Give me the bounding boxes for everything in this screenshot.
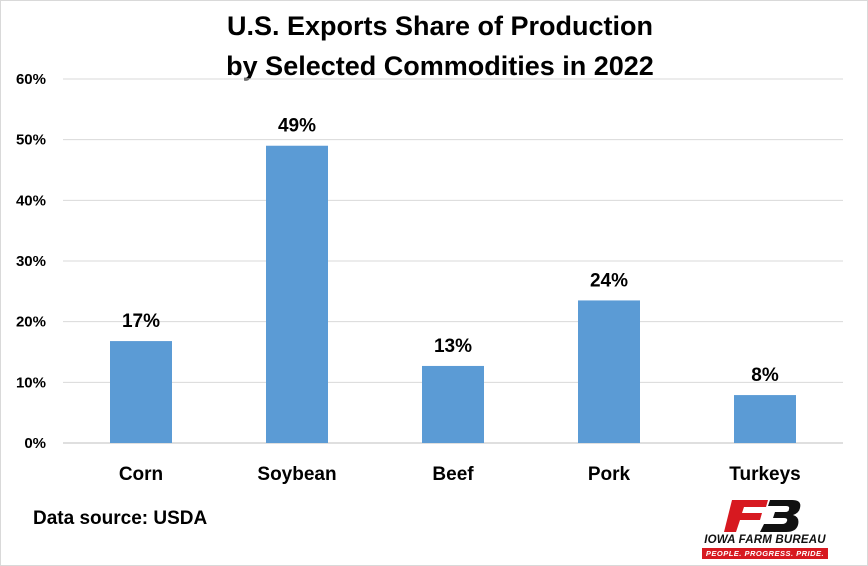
chart-title-line-2: by Selected Commodities in 2022 [226, 51, 654, 81]
logo-name: IOWA FARM BUREAU [704, 534, 826, 546]
bar [578, 300, 640, 443]
data-label: 49% [278, 116, 316, 137]
y-tick-label: 60% [16, 71, 46, 88]
x-tick-label: Soybean [257, 464, 336, 485]
x-tick-label: Turkeys [729, 464, 800, 485]
logo-tagline: PEOPLE. PROGRESS. PRIDE. [702, 548, 828, 559]
chart-title-line-1: U.S. Exports Share of Production [226, 11, 654, 41]
x-tick-label: Corn [119, 464, 163, 485]
data-source-note: Data source: USDA [33, 508, 208, 529]
y-tick-label: 20% [16, 314, 46, 331]
chart-title: U.S. Exports Share of Production by Sele… [160, 6, 720, 86]
bar [110, 341, 172, 443]
data-label: 13% [434, 336, 472, 357]
bar [422, 365, 484, 443]
fb-logo-icon [724, 500, 801, 532]
bar [734, 395, 796, 443]
y-tick-label: 10% [16, 374, 46, 391]
bar [266, 145, 328, 443]
x-tick-label: Pork [588, 464, 631, 485]
y-tick-label: 0% [24, 435, 46, 452]
data-label: 17% [122, 311, 160, 332]
data-label: 24% [590, 270, 628, 291]
iowa-farm-bureau-logo: IOWA FARM BUREAU PEOPLE. PROGRESS. PRIDE… [694, 498, 836, 560]
y-tick-label: 50% [16, 132, 46, 149]
y-tick-label: 30% [16, 253, 46, 270]
data-label: 8% [751, 365, 779, 386]
x-tick-label: Beef [432, 464, 474, 485]
y-tick-label: 40% [16, 192, 46, 209]
